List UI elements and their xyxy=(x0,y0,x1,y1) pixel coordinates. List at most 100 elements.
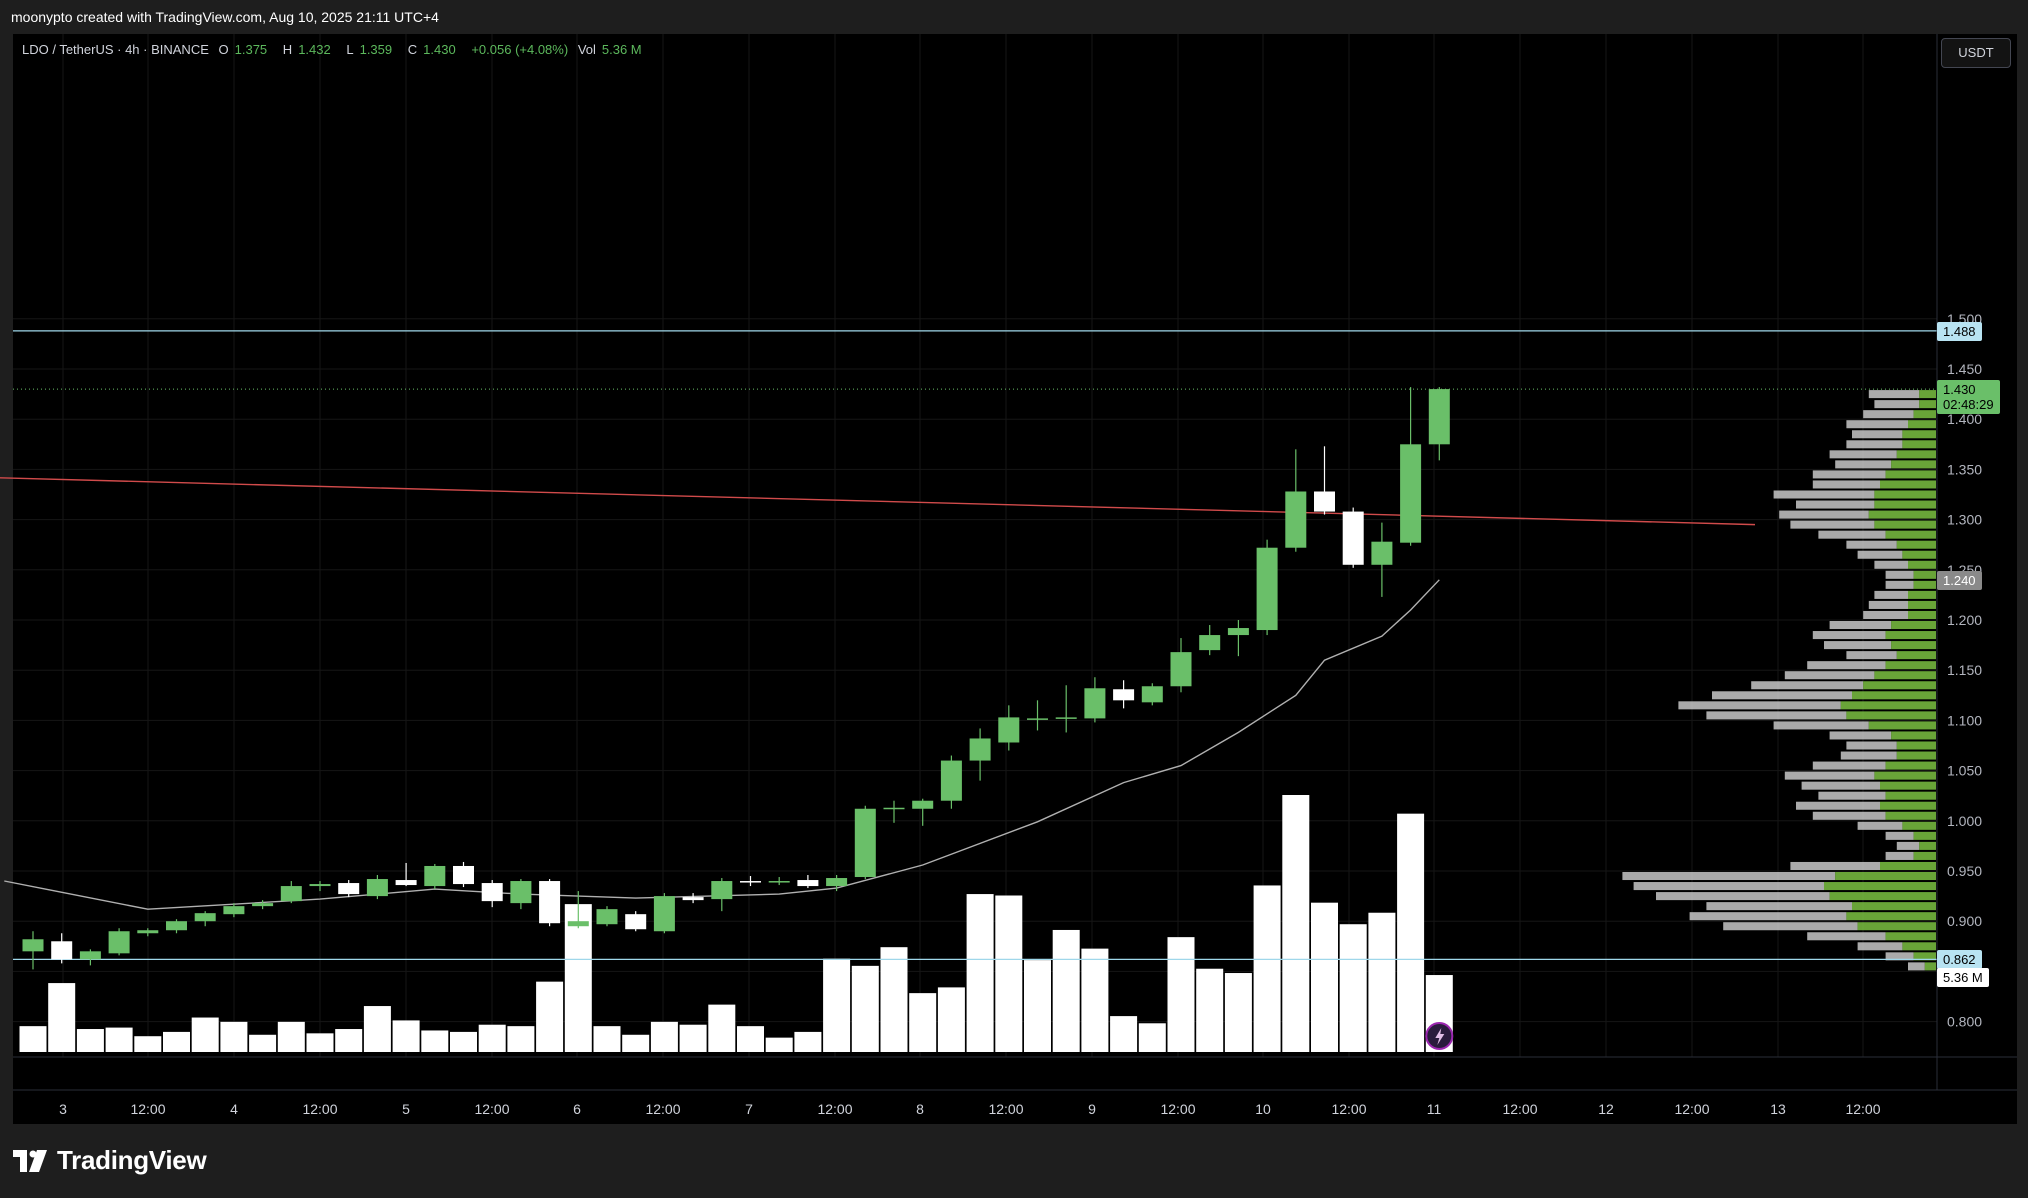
price-tick-label: 1.200 xyxy=(1947,612,1982,628)
candle-body xyxy=(539,881,561,924)
volume-profile-row-up xyxy=(1902,821,1936,830)
volume-profile-row-down xyxy=(1818,791,1886,800)
volume-profile-row-up xyxy=(1913,952,1936,961)
volume-profile-row-down xyxy=(1807,932,1886,941)
brand[interactable]: TradingView xyxy=(13,1145,207,1176)
candle-body xyxy=(1371,541,1393,565)
volume-profile-row-down xyxy=(1773,721,1869,730)
volume-profile-row-down xyxy=(1656,892,1830,901)
volume-bar xyxy=(1196,968,1224,1052)
time-tick-label: 12:00 xyxy=(1331,1101,1366,1117)
price-tick-label: 1.050 xyxy=(1947,763,1982,779)
time-tick-label: 11 xyxy=(1427,1101,1442,1117)
volume-profile-row-up xyxy=(1896,651,1936,660)
candle-body xyxy=(137,930,159,934)
lightning-glyph xyxy=(1435,1028,1445,1045)
volume-profile-row-down xyxy=(1896,841,1920,850)
volume-profile-row-up xyxy=(1896,540,1936,549)
volume-profile-row-up xyxy=(1896,751,1936,760)
volume-bar xyxy=(679,1024,707,1052)
price-tick-label: 1.300 xyxy=(1947,512,1982,528)
volume-profile-row-up xyxy=(1885,791,1936,800)
currency-button[interactable]: USDT xyxy=(1941,38,2011,68)
volume-profile-row-down xyxy=(1846,540,1897,549)
time-tick-label: 12 xyxy=(1598,1101,1614,1117)
price-tick-label: 1.450 xyxy=(1947,361,1982,377)
candle-body xyxy=(481,883,503,902)
price-tick-label: 1.150 xyxy=(1947,662,1982,678)
volume-bar xyxy=(1339,924,1367,1052)
volume-profile-row-up xyxy=(1829,892,1936,901)
volume-bar xyxy=(937,987,965,1052)
symbol-name[interactable]: LDO / TetherUS · 4h · BINANCE xyxy=(22,42,209,57)
volume-bar xyxy=(1368,912,1396,1052)
candle-body xyxy=(1141,686,1163,703)
volume-profile-row-down xyxy=(1885,570,1914,579)
volume-bar xyxy=(306,1033,334,1052)
time-tick-label: 12:00 xyxy=(1674,1101,1709,1117)
volume-profile-row-up xyxy=(1874,771,1936,780)
price-tick-label: 1.400 xyxy=(1947,411,1982,427)
time-tick-label: 12:00 xyxy=(1160,1101,1195,1117)
price-tick-label: 1.000 xyxy=(1947,813,1982,829)
volume-profile-row-up xyxy=(1852,902,1936,911)
candle-body xyxy=(653,896,675,932)
volume-profile-row-down xyxy=(1706,902,1852,911)
volume-profile-row-up xyxy=(1880,801,1936,810)
volume-bar xyxy=(650,1021,678,1052)
price-tick-label: 1.350 xyxy=(1947,461,1982,477)
volume-profile-row-down xyxy=(1796,500,1875,509)
candle-body xyxy=(940,760,962,801)
time-tick-label: 8 xyxy=(916,1101,924,1117)
volume-profile-row-up xyxy=(1874,671,1936,680)
volume-profile-row-up xyxy=(1896,450,1936,459)
volume-profile-row-down xyxy=(1829,621,1892,630)
volume-bar xyxy=(1311,902,1338,1052)
volume-bar xyxy=(880,947,908,1052)
volume-profile-row-down xyxy=(1846,440,1903,449)
volume-profile-row-up xyxy=(1835,872,1936,881)
volume-profile-row-up xyxy=(1913,410,1936,419)
time-tick-label: 12:00 xyxy=(130,1101,165,1117)
candle-body xyxy=(1170,652,1192,687)
volume-profile-row-down xyxy=(1801,781,1880,790)
volume-profile-row-up xyxy=(1908,590,1936,599)
candle-body xyxy=(79,951,101,960)
volume-bar xyxy=(593,1026,621,1052)
high-label: H xyxy=(282,42,293,57)
candle-body xyxy=(1428,389,1450,445)
candle-body xyxy=(1314,491,1335,512)
time-tick-label: 12:00 xyxy=(1502,1101,1537,1117)
volume-profile-row-up xyxy=(1902,550,1936,559)
volume-profile-row-down xyxy=(1751,681,1864,690)
volume-profile-row-up xyxy=(1846,711,1936,720)
volume-profile-row-up xyxy=(1908,600,1936,609)
volume-profile-row-down xyxy=(1812,470,1886,479)
candle-body xyxy=(1342,511,1364,565)
candle-body xyxy=(912,800,934,809)
candle-body xyxy=(883,807,905,810)
volume-bar xyxy=(708,1004,736,1052)
volume-bar xyxy=(995,895,1023,1052)
candle-body xyxy=(108,931,130,954)
time-tick-label: 12:00 xyxy=(474,1101,509,1117)
volume-profile-row-down xyxy=(1846,420,1908,429)
volume-bar xyxy=(105,1027,133,1052)
candle-body xyxy=(1055,717,1077,719)
volume-profile-row-up xyxy=(1885,761,1936,770)
candle-body xyxy=(309,884,331,887)
volume-profile-row-up xyxy=(1913,570,1936,579)
volume-profile-row-down xyxy=(1846,741,1897,750)
candle-body xyxy=(740,881,761,883)
volume-bar xyxy=(335,1029,363,1052)
volume-profile-row-down xyxy=(1846,651,1897,660)
volume-profile-row-up xyxy=(1891,621,1936,630)
candle-body xyxy=(22,939,44,952)
volume-profile-row-down xyxy=(1689,912,1847,921)
volume-bar xyxy=(823,958,851,1052)
volume-bar xyxy=(48,983,76,1052)
volume-profile-row-up xyxy=(1902,942,1936,951)
candle-body xyxy=(854,808,876,878)
volume-bar xyxy=(1167,937,1195,1052)
price-chart[interactable]: 1.5001.4501.4001.3501.3001.2501.2001.150… xyxy=(0,0,2028,1124)
